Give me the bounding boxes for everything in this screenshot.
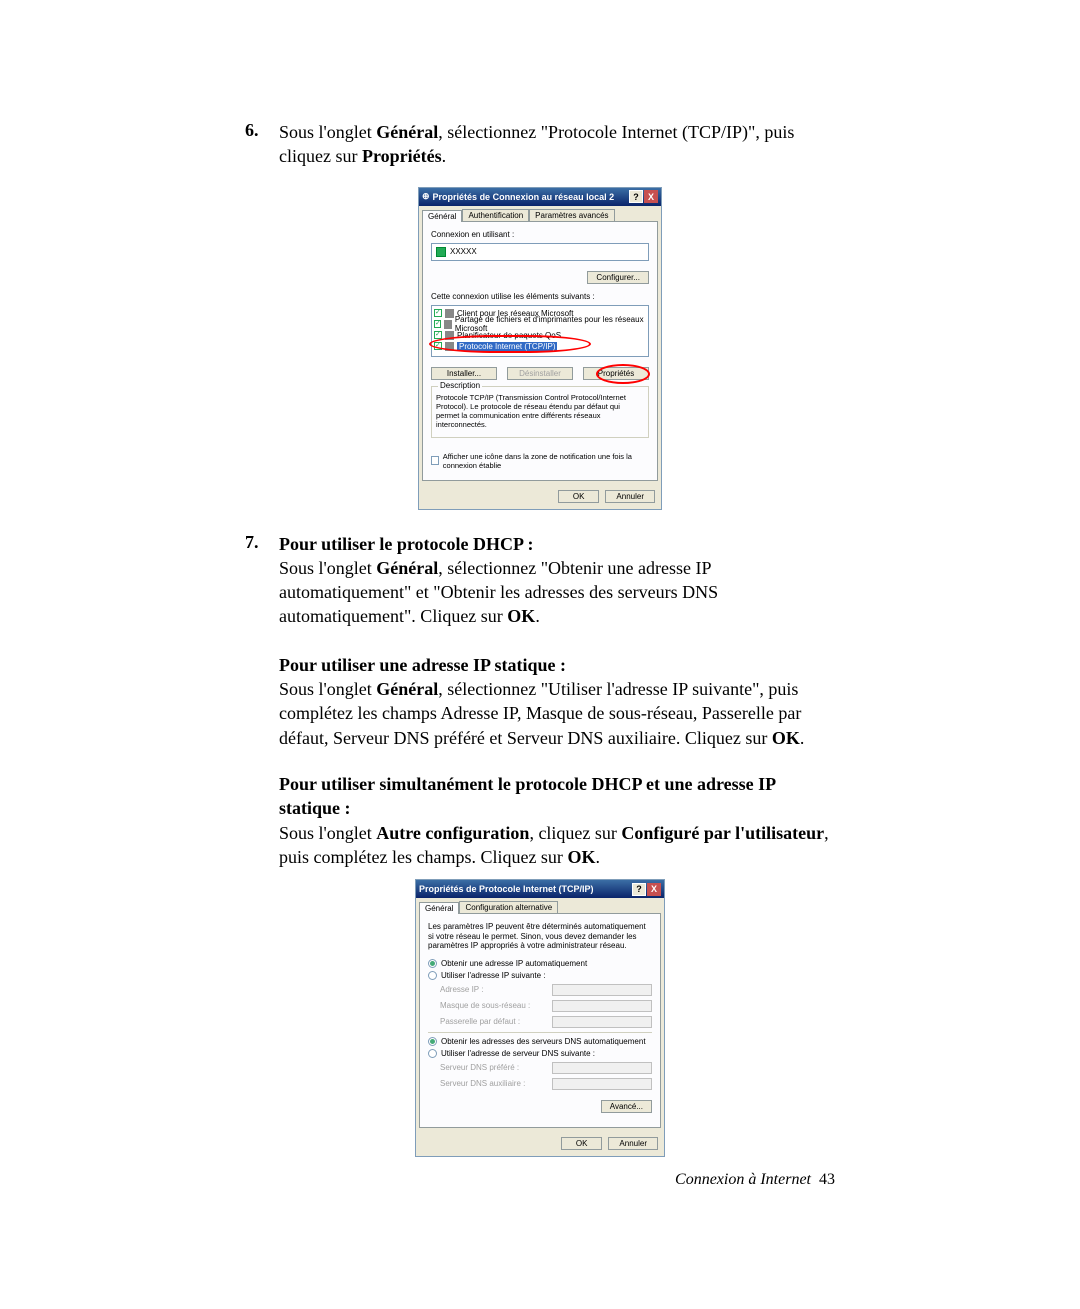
- static-text: Sous l'onglet Général, sélectionnez "Uti…: [279, 677, 835, 750]
- plus-icon: ⊕: [422, 191, 430, 202]
- both-heading: Pour utiliser simultanément le protocole…: [279, 772, 835, 821]
- radio-use-dns[interactable]: Utiliser l'adresse de serveur DNS suivan…: [428, 1049, 652, 1058]
- both-text: Sous l'onglet Autre configuration, cliqu…: [279, 821, 835, 870]
- red-highlight-oval: [429, 335, 591, 353]
- mask-label: Masque de sous-réseau :: [440, 1001, 552, 1010]
- close-button[interactable]: X: [644, 190, 658, 203]
- adapter-name: XXXXX: [450, 247, 477, 256]
- t: .: [442, 146, 447, 166]
- dns2-field: [552, 1078, 652, 1090]
- radio-use-ip[interactable]: Utiliser l'adresse IP suivante :: [428, 971, 652, 980]
- show-icon-checkbox[interactable]: [431, 456, 439, 465]
- radio-obtain-dns[interactable]: Obtenir les adresses des serveurs DNS au…: [428, 1037, 652, 1046]
- checkbox-icon[interactable]: [434, 309, 442, 317]
- t: Sous l'onglet: [279, 122, 376, 142]
- share-icon: [444, 320, 452, 329]
- intro-text: Les paramètres IP peuvent être déterminé…: [428, 922, 652, 951]
- tab-advanced[interactable]: Paramètres avancés: [529, 209, 614, 221]
- cancel-button[interactable]: Annuler: [608, 1137, 658, 1150]
- page-footer: Connexion à Internet 43: [675, 1171, 835, 1189]
- tabs: Général Authentification Paramètres avan…: [419, 206, 661, 221]
- radio-obtain-ip[interactable]: Obtenir une adresse IP automatiquement: [428, 959, 652, 968]
- uninstall-button[interactable]: Désinstaller: [507, 367, 573, 380]
- client-icon: [445, 309, 454, 318]
- static-heading: Pour utiliser une adresse IP statique :: [279, 653, 835, 677]
- step6-text: Sous l'onglet Général, sélectionnez "Pro…: [279, 120, 835, 169]
- step-number-6: 6.: [245, 120, 279, 169]
- dns1-label: Serveur DNS préféré :: [440, 1063, 552, 1072]
- description-text: Protocole TCP/IP (Transmission Control P…: [436, 393, 644, 429]
- titlebar: Propriétés de Protocole Internet (TCP/IP…: [416, 880, 664, 898]
- page-number: 43: [819, 1171, 835, 1188]
- advanced-button[interactable]: Avancé...: [601, 1100, 652, 1113]
- properties-button[interactable]: Propriétés: [583, 367, 649, 380]
- tab-alt-config[interactable]: Configuration alternative: [459, 901, 558, 913]
- t: Propriétés: [362, 146, 442, 166]
- connect-using-label: Connexion en utilisant :: [431, 230, 649, 239]
- step-number-7: 7.: [245, 532, 279, 629]
- gateway-field: [552, 1016, 652, 1028]
- dialog-title: Propriétés de Protocole Internet (TCP/IP…: [419, 884, 631, 894]
- red-highlight-oval: [596, 364, 650, 384]
- dhcp-heading: Pour utiliser le protocole DHCP :: [279, 532, 835, 556]
- configure-button[interactable]: Configurer...: [587, 271, 649, 284]
- ok-button[interactable]: OK: [561, 1137, 603, 1150]
- lan-properties-dialog: ⊕ Propriétés de Connexion au réseau loca…: [418, 187, 662, 510]
- titlebar: ⊕ Propriétés de Connexion au réseau loca…: [419, 188, 661, 206]
- nic-icon: [436, 247, 446, 257]
- ip-field: [552, 984, 652, 996]
- description-legend: Description: [438, 381, 482, 390]
- tcpip-properties-dialog: Propriétés de Protocole Internet (TCP/IP…: [415, 879, 665, 1157]
- gateway-label: Passerelle par défaut :: [440, 1017, 552, 1026]
- checkbox-icon[interactable]: [434, 320, 441, 328]
- t: Général: [376, 122, 438, 142]
- dns2-label: Serveur DNS auxiliaire :: [440, 1079, 552, 1088]
- dns1-field: [552, 1062, 652, 1074]
- tab-general[interactable]: Général: [419, 902, 459, 914]
- dhcp-text: Sous l'onglet Général, sélectionnez "Obt…: [279, 556, 835, 629]
- mask-field: [552, 1000, 652, 1012]
- help-button[interactable]: ?: [629, 190, 643, 203]
- help-button[interactable]: ?: [632, 883, 646, 896]
- adapter-field: XXXXX: [431, 243, 649, 261]
- install-button[interactable]: Installer...: [431, 367, 497, 380]
- tab-auth[interactable]: Authentification: [462, 209, 529, 221]
- show-icon-label: Afficher une icône dans la zone de notif…: [443, 452, 649, 470]
- ok-button[interactable]: OK: [558, 490, 600, 503]
- ip-label: Adresse IP :: [440, 985, 552, 994]
- close-button[interactable]: X: [647, 883, 661, 896]
- dialog-title: Propriétés de Connexion au réseau local …: [433, 192, 628, 202]
- description-group: Description Protocole TCP/IP (Transmissi…: [431, 386, 649, 438]
- uses-label: Cette connexion utilise les éléments sui…: [431, 292, 649, 301]
- cancel-button[interactable]: Annuler: [605, 490, 655, 503]
- footer-title: Connexion à Internet: [675, 1171, 811, 1188]
- tab-general[interactable]: Général: [422, 210, 462, 222]
